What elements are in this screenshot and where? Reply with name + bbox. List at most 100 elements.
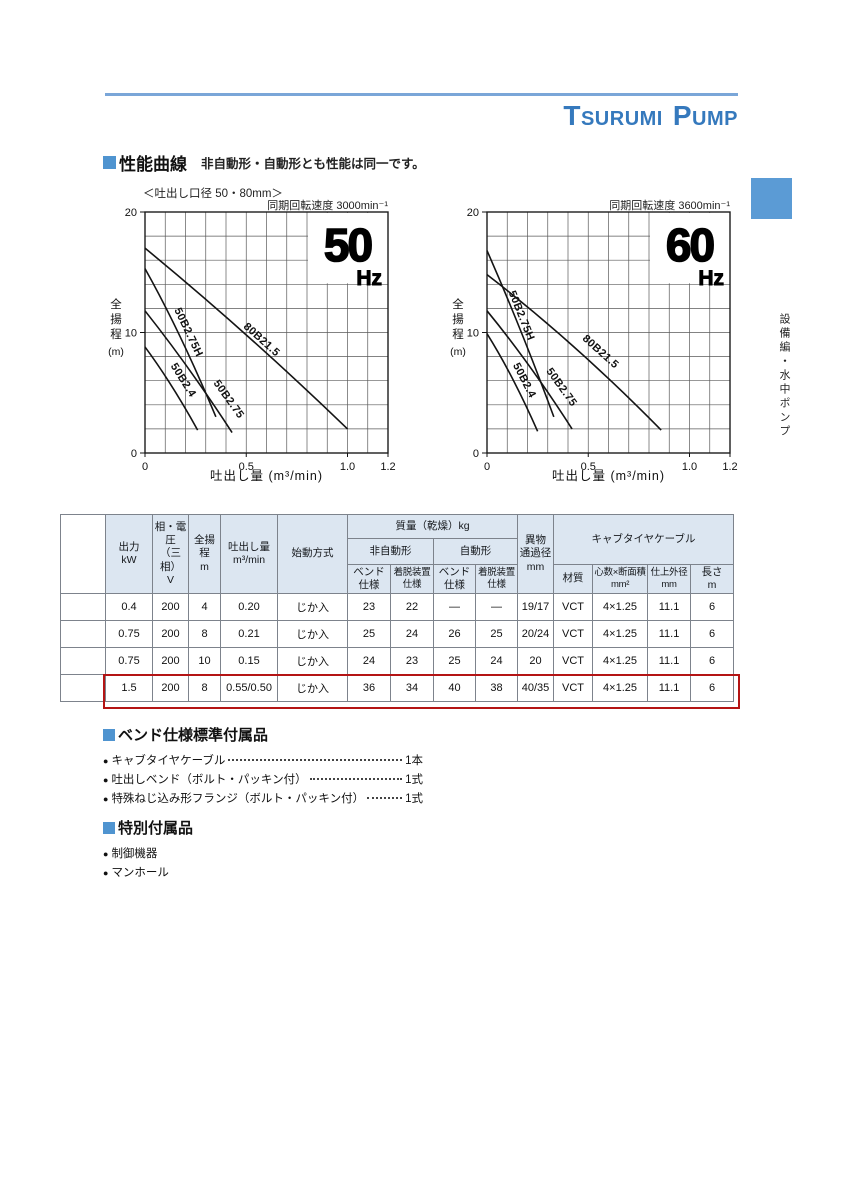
spec-table-cell: 26	[433, 620, 476, 648]
spec-header-cell: 異物 通過径 mm	[517, 514, 555, 594]
bullet-icon: ●	[103, 756, 109, 766]
list-item-label: 制御機器	[111, 848, 158, 860]
curve-label-50B2.75: 50B2.75	[211, 378, 247, 421]
logo: TSURUMI PUMP	[553, 100, 738, 132]
spec-table-cell: —	[474, 593, 519, 621]
spec-table-cell: じか入	[277, 593, 348, 621]
spec-header-row: ベンド 仕様 着脱装置 仕様 ベンド 仕様 着脱装置 仕様 材質 心数×断面積 mm² 仕上…	[61, 564, 735, 594]
performance-subtitle: 非自動形・自動形とも性能は同一です。	[201, 157, 425, 171]
logo-word: PUMP	[672, 100, 738, 131]
x-tick-label: 1.2	[722, 461, 737, 473]
bullet-icon: ●	[103, 849, 109, 859]
freq-unit: Hz	[698, 267, 724, 290]
spec-table-cell: 38	[474, 674, 519, 702]
spec-table-cell: 11.1	[647, 647, 692, 675]
special-section-title: 特別付属品	[118, 820, 194, 837]
spec-table-cell: 4×1.25	[592, 674, 649, 702]
chart-svg-50hz: ＜吐出し口径 50・80mm＞同期回転速度 3000min⁻¹50B2.450B…	[108, 186, 396, 483]
spec-table-cell: 0.75	[105, 620, 153, 648]
spec-table-cell: 8	[188, 620, 221, 648]
spec-table-cell: 0.75	[105, 647, 153, 675]
dotted-leader	[228, 759, 403, 761]
list-item-label: 吐出しベンド（ボルト・パッキン付）	[111, 774, 307, 786]
spec-header-cell: 着脱装置 仕様	[474, 564, 519, 594]
curve-80B21.5	[144, 247, 349, 430]
spec-table-cell: じか入	[277, 647, 348, 675]
spec-table-cell: 4×1.25	[592, 647, 649, 675]
dotted-leader	[367, 797, 403, 799]
y-axis-title-unit: (m)	[450, 346, 466, 358]
spec-table-cell: じか入	[277, 620, 348, 648]
curve-80B21.5	[486, 274, 662, 431]
performance-chart-60hz: 同期回転速度 3600min⁻¹ 50B2.4 50B2.75H 50B2.75 80B…	[445, 185, 765, 487]
spec-table-cell: VCT	[553, 674, 594, 702]
curve-50B2.4	[144, 346, 199, 431]
bend-items: ● キャブタイヤケーブル 1本 ● 吐出しベンド（ボルト・パッキン付） 1式 ● 特殊ねじ込み…	[103, 752, 423, 809]
y-axis-title-unit: (m)	[108, 346, 124, 358]
spec-table-row: 0.75 200 10 0.15 じか入 24 23 25 24 20 VCT 4×1.25 11.1 6	[60, 647, 735, 675]
logo-word: TSURUMI	[563, 100, 663, 131]
spec-table-cell: 40/35	[517, 674, 555, 702]
spec-table-cell: 8	[188, 674, 221, 702]
spec-table-cell: 23	[347, 593, 391, 621]
performance-title: 性能曲線	[119, 155, 187, 174]
y-tick-label: 10	[125, 328, 137, 340]
bullet-icon: ●	[103, 775, 109, 785]
spec-table-cell: 1.5	[105, 674, 153, 702]
spec-table-row: 0.4 200 4 0.20 じか入 23 22— —19/17 VCT 4×1.25 11.1 6	[60, 593, 735, 621]
x-tick-label: 0	[484, 461, 490, 473]
spec-table-cell	[60, 674, 106, 702]
section-marker-icon	[103, 156, 116, 169]
curve-label-80B21.5: 80B21.5	[580, 333, 621, 372]
list-item-label: キャブタイヤケーブル	[111, 755, 226, 767]
y-axis-title-char: 程	[110, 328, 122, 341]
y-axis-title-char: 揚	[110, 313, 122, 326]
spec-header-cell: 材質	[553, 564, 594, 594]
list-item-value: 1式	[405, 793, 423, 805]
curve-50B2.75H	[486, 250, 555, 418]
spec-table-cell: 4	[188, 593, 221, 621]
hz-label-box	[650, 213, 730, 284]
chart-svg-60hz: 同期回転速度 3600min⁻¹50B2.450B2.75H50B2.7580B…	[450, 198, 738, 483]
spec-table-cell	[60, 593, 106, 621]
spec-table-row: 0.75 200 8 0.21 じか入 25 24 26 25 20/24 VCT 4×1.25 11.…	[60, 620, 735, 648]
freq-value: 60	[666, 219, 714, 271]
x-tick-label: 1.0	[682, 461, 697, 473]
hz-label-box	[308, 213, 388, 284]
spec-table-cell: VCT	[553, 647, 594, 675]
y-tick-label: 0	[473, 448, 479, 460]
list-item: ● キャブタイヤケーブル 1本	[103, 752, 423, 771]
side-tab-square	[751, 178, 792, 219]
chart-caption-diameter: ＜吐出し口径 50・80mm＞	[143, 186, 283, 200]
curve-label-50B2.75H: 50B2.75H	[506, 289, 537, 342]
spec-header-cell: 心数×断面積 mm²	[592, 564, 649, 594]
spec-table-cell: 24	[390, 620, 434, 648]
spec-header-row: 出力 kW 相・電圧 （三相） V 全揚程 m 吐出し量 m³/min 始動方式 質量（乾…	[60, 514, 735, 594]
y-tick-label: 20	[125, 207, 137, 219]
curve-50B2.75H	[144, 268, 217, 418]
freq-unit: Hz	[356, 267, 382, 290]
spec-header-cell: 質量（乾燥）kg	[346, 514, 519, 539]
list-item: ● 制御機器	[103, 845, 423, 864]
curve-50B2.75	[486, 310, 573, 430]
spec-table-cell: 200	[152, 647, 189, 675]
list-item-label: マンホール	[111, 867, 169, 879]
dotted-leader	[309, 778, 403, 780]
x-tick-label: 0	[142, 461, 148, 473]
y-tick-label: 0	[131, 448, 137, 460]
x-tick-label: 1.2	[380, 461, 395, 473]
performance-section-heading: 性能曲線 非自動形・自動形とも性能は同一です。	[103, 150, 425, 175]
spec-header-cell	[60, 514, 106, 594]
spec-table-cell: 200	[152, 593, 189, 621]
spec-table-cell: 6	[690, 647, 735, 675]
list-item-label: 特殊ねじ込み形フランジ（ボルト・パッキン付）	[111, 793, 365, 805]
spec-table-cell: 20	[517, 647, 555, 675]
bend-section-title: ベンド仕様標準付属品	[118, 727, 269, 744]
spec-table-body: 0.4 200 4 0.20 じか入 23 22— —19/17 VCT 4×1.25 11.1 6 0…	[60, 593, 735, 702]
bullet-icon: ●	[103, 868, 109, 878]
spec-table-cell: 10	[188, 647, 221, 675]
section-marker-icon	[103, 821, 115, 834]
spec-table-cell: 25	[347, 620, 391, 648]
special-accessories-section: 特別付属品 ● 制御機器 ● マンホール	[103, 817, 423, 883]
